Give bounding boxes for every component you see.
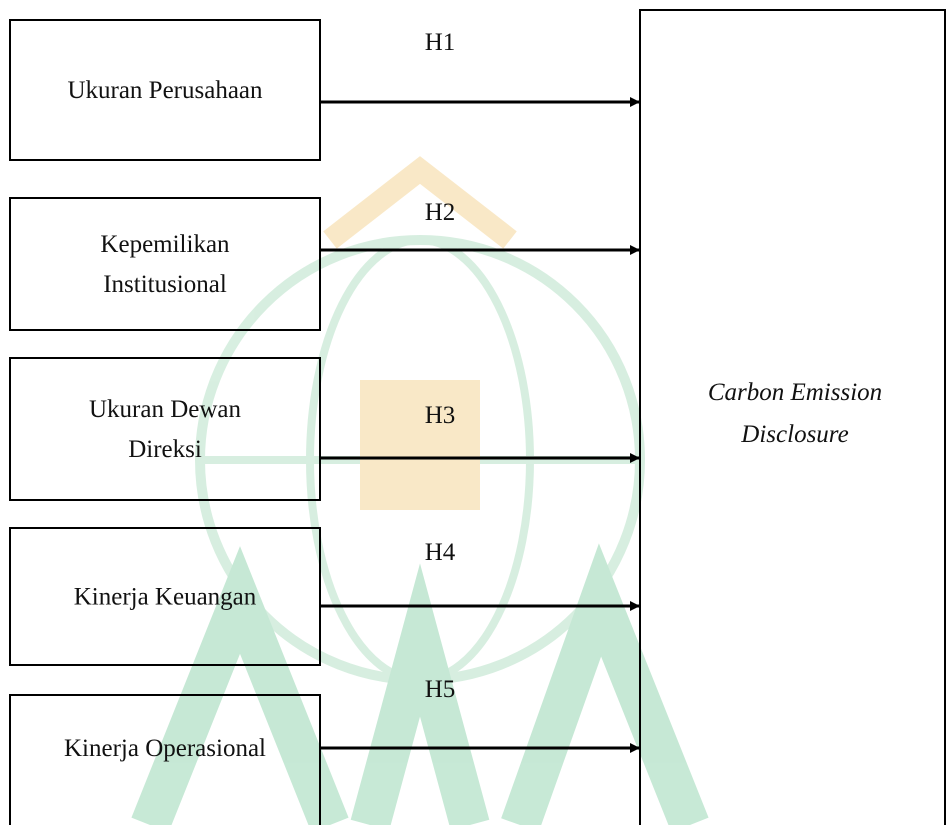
factor-label: Kinerja Operasional [64,735,266,762]
page: {"nodes":[ {"label":["Ukuran Perusahaan"… [0,0,946,825]
factor-label: Ukuran Perusahaan [67,77,263,104]
factor-label: Direksi [128,436,202,463]
hypothesis-label: H5 [425,676,456,703]
hypothesis-label: H2 [425,199,456,226]
target-label: Disclosure [740,421,848,448]
hypothesis-label: H4 [425,539,456,566]
factor-label: Kinerja Keuangan [74,584,257,611]
factor-box [10,358,320,500]
hypothesis-label: H3 [425,402,456,429]
target-box [640,10,945,825]
hypothesis-label: H1 [425,29,456,56]
target-label: Carbon Emission [708,379,882,406]
factor-label: Ukuran Dewan [89,396,242,423]
watermark [150,170,690,825]
factor-label: Kepemilikan [100,231,230,258]
factor-label: Institusional [103,271,227,298]
factor-box [10,198,320,330]
diagram: Ukuran Perusahaan Kepemilikan Institusiona… [0,0,946,825]
